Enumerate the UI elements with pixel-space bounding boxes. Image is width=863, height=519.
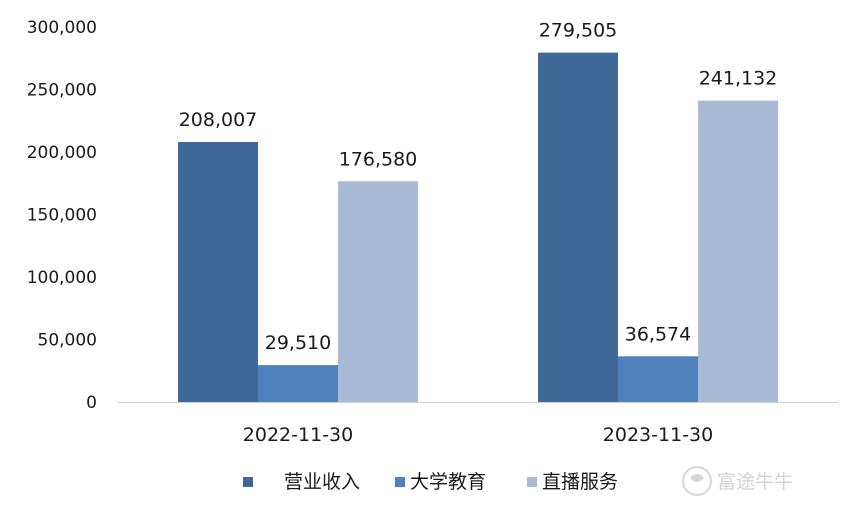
legend-label-1: 大学教育	[410, 471, 486, 493]
bar-0-0	[178, 141, 258, 402]
x-tick-label: 2023-11-30	[603, 424, 713, 446]
bars	[178, 52, 778, 403]
bar-0-1	[258, 365, 338, 402]
y-axis: 0 50,000 100,000 150,000 200,000 250,000 300,0…	[27, 18, 97, 413]
data-label-1-1: 36,574	[625, 323, 691, 345]
y-tick-label: 50,000	[38, 331, 97, 351]
legend: 营业收入 大学教育 直播服务	[243, 471, 618, 493]
bar-1-1	[618, 356, 698, 402]
legend-swatch-0	[243, 477, 253, 487]
data-label-1-0: 279,505	[539, 20, 618, 42]
futu-logo-icon-mark	[690, 474, 704, 482]
data-label-1-2: 241,132	[699, 68, 778, 90]
bar-1-2	[698, 100, 778, 403]
futu-logo-icon	[682, 466, 712, 496]
y-tick-label: 300,000	[27, 18, 97, 38]
y-tick-label: 150,000	[27, 206, 97, 226]
legend-label-2: 直播服务	[542, 471, 618, 493]
y-tick-label: 250,000	[27, 81, 97, 101]
watermark-text: 富途牛牛	[717, 471, 793, 493]
y-tick-label: 0	[86, 393, 97, 413]
watermark: 富途牛牛	[682, 466, 793, 496]
legend-swatch-1	[395, 477, 405, 487]
bar-0-2	[338, 181, 418, 402]
data-label-0-0: 208,007	[179, 109, 258, 131]
y-tick-label: 100,000	[27, 268, 97, 288]
bar-1-0	[538, 52, 618, 403]
legend-swatch-2	[527, 477, 537, 487]
x-tick-label: 2022-11-30	[243, 424, 353, 446]
x-axis: 2022-11-30 2023-11-30	[243, 424, 713, 446]
y-tick-label: 200,000	[27, 143, 97, 163]
data-label-0-1: 29,510	[265, 332, 331, 354]
legend-label-0: 营业收入	[284, 471, 360, 493]
data-labels: 208,007 29,510 176,580 279,505 36,574 241,132	[179, 20, 778, 354]
data-label-0-2: 176,580	[339, 148, 418, 170]
